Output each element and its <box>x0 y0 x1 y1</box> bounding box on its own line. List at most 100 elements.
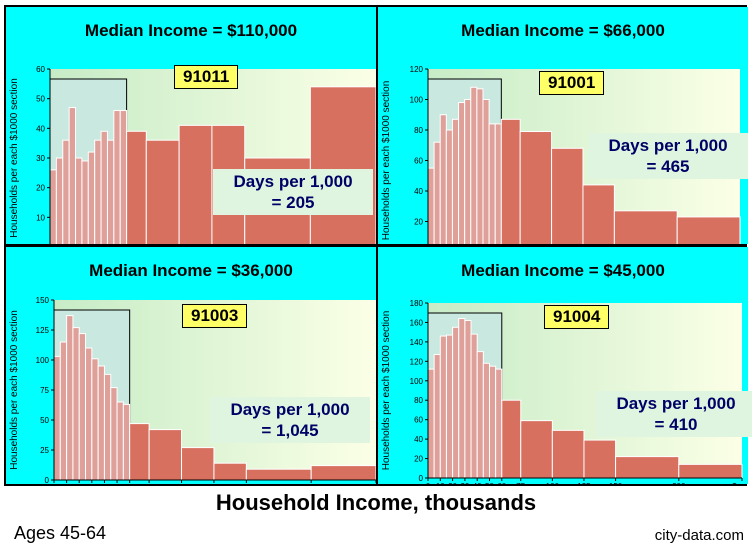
y-tick-label: 120 <box>410 65 424 74</box>
histogram-bar-40-45 <box>103 373 112 481</box>
y-tick-label: 20 <box>414 455 423 464</box>
histogram-bar-25-30 <box>458 318 466 479</box>
y-tick-label: 20 <box>36 184 45 193</box>
histogram-bar-55-60 <box>122 403 131 481</box>
histogram-bar-5-10 <box>59 341 68 481</box>
plot-area: 0255075100125150010203040506075100125150… <box>9 296 376 484</box>
y-tick-label: 80 <box>414 126 423 135</box>
days-per-1000-box: Days per 1,000 = 205 <box>213 169 373 215</box>
y-axis-label: Households per each $1000 section <box>381 311 392 471</box>
histogram-bar-35-40 <box>470 86 478 244</box>
histogram-bar-0-5 <box>49 169 57 244</box>
histogram-bar-45-50 <box>110 387 118 481</box>
histogram-bar-125-150 <box>583 439 617 479</box>
histogram-bar-30-35 <box>464 320 472 479</box>
x-tick-label: 150 <box>609 482 623 484</box>
histogram-bar-55-60 <box>119 110 128 244</box>
x-tick-label: 200 <box>672 482 686 484</box>
histogram-bar-150-200 <box>615 456 680 479</box>
histogram-bar-40-45 <box>476 88 484 244</box>
chart-panel-91011: 0102030405060010203040506075100125150200… <box>6 7 376 244</box>
histogram-bar-10-15 <box>62 139 70 244</box>
y-tick-label: 140 <box>410 338 424 347</box>
histogram-bar-15-20 <box>72 327 80 481</box>
histogram-bar-10-15 <box>439 335 447 479</box>
x-tick-label: 40 <box>473 482 482 484</box>
chart-panel-91001: 0204060801001200102030405060751001251502… <box>378 7 748 244</box>
y-tick-label: 0 <box>45 476 50 484</box>
y-tick-label: 180 <box>410 299 424 308</box>
y-tick-label: 125 <box>36 326 50 335</box>
histogram-bar-20-25 <box>78 333 87 481</box>
x-tick-label: $max <box>732 482 748 484</box>
y-tick-label: 25 <box>40 446 49 455</box>
y-tick-label: 0 <box>419 474 424 483</box>
histogram-bar-35-40 <box>470 333 478 479</box>
histogram-bar-20-25 <box>452 326 460 479</box>
y-tick-label: 30 <box>36 154 45 163</box>
histogram-bar-30-35 <box>87 151 96 244</box>
histogram-bar-50-55 <box>113 110 121 244</box>
histogram-bar-75-100 <box>145 139 180 244</box>
source-label: city-data.com <box>654 527 744 544</box>
y-tick-label: 160 <box>410 318 424 327</box>
zip-code-badge: 91011 <box>174 65 239 89</box>
histogram-bar-15-20 <box>445 334 454 479</box>
y-tick-label: 0 <box>41 243 46 244</box>
histogram-bar-5-10 <box>55 157 64 244</box>
histogram-bar-35-40 <box>97 365 105 481</box>
median-income-title: Median Income = $36,000 <box>89 261 293 280</box>
y-tick-label: 120 <box>410 357 424 366</box>
y-tick-label: 100 <box>410 96 424 105</box>
y-axis-label: Households per each $1000 section <box>9 78 20 238</box>
histogram-bar-35-40 <box>94 139 102 244</box>
days-label: Days per 1,000 <box>608 136 728 155</box>
histogram-bar-45-50 <box>482 99 490 244</box>
histogram-bar-60-75 <box>500 118 521 244</box>
histogram-bar-60-75 <box>501 399 522 479</box>
y-axis-label: Households per each $1000 section <box>381 81 392 241</box>
x-tick-label: 50 <box>485 482 494 484</box>
x-tick-label: 10 <box>436 482 445 484</box>
histogram-bar-5-10 <box>433 141 441 244</box>
y-tick-label: 20 <box>414 218 423 227</box>
x-tick-label: 60 <box>497 482 506 484</box>
chart-panel-91003: 0255075100125150010203040506075100125150… <box>6 247 376 484</box>
y-tick-label: 50 <box>36 95 45 104</box>
histogram-bar-55-60 <box>494 123 502 244</box>
histogram-bar-45-50 <box>482 362 490 479</box>
y-tick-label: 60 <box>414 416 423 425</box>
y-tick-label: 100 <box>36 356 50 365</box>
y-tick-label: 60 <box>36 65 45 74</box>
histogram-bar-55-60 <box>495 368 503 479</box>
y-tick-label: 100 <box>410 377 424 386</box>
histogram-bar-25-30 <box>85 347 93 481</box>
y-tick-label: 40 <box>36 124 45 133</box>
histogram-bar-100-125 <box>551 147 584 244</box>
days-label: Days per 1,000 <box>616 394 736 413</box>
histogram-bar-15-20 <box>68 107 77 244</box>
histogram-bar-100-125 <box>551 429 585 479</box>
histogram-bar-125-150 <box>582 184 615 244</box>
days-label: Days per 1,000 <box>233 172 353 191</box>
histogram-bar-50-55 <box>488 365 497 479</box>
y-axis-label: Households per each $1000 section <box>9 310 20 470</box>
histogram-bar-10-15 <box>439 114 447 244</box>
y-tick-label: 75 <box>40 386 49 395</box>
days-value: = 205 <box>271 193 315 212</box>
chart-panel-91004: 0204060801001201401601800102030405060751… <box>378 247 752 484</box>
zip-code-badge: 91004 <box>544 305 610 329</box>
histogram-bar-10-15 <box>66 315 74 481</box>
x-axis-title: Household Income, thousands <box>215 490 537 515</box>
histogram-bar-40-45 <box>100 130 108 244</box>
histogram-bar-20-25 <box>451 118 460 244</box>
y-tick-label: 40 <box>414 187 423 196</box>
zip-code-badge: 91001 <box>539 71 605 95</box>
histogram-bar-50-55 <box>116 401 124 481</box>
histogram-bar-20-25 <box>75 157 83 244</box>
histogram-bar-5-10 <box>433 354 441 479</box>
histogram-bar-125-150 <box>213 462 247 481</box>
histogram-bar-200-max <box>309 86 376 244</box>
histogram-bar-0-5 <box>427 167 435 244</box>
y-tick-label: 10 <box>36 213 45 222</box>
